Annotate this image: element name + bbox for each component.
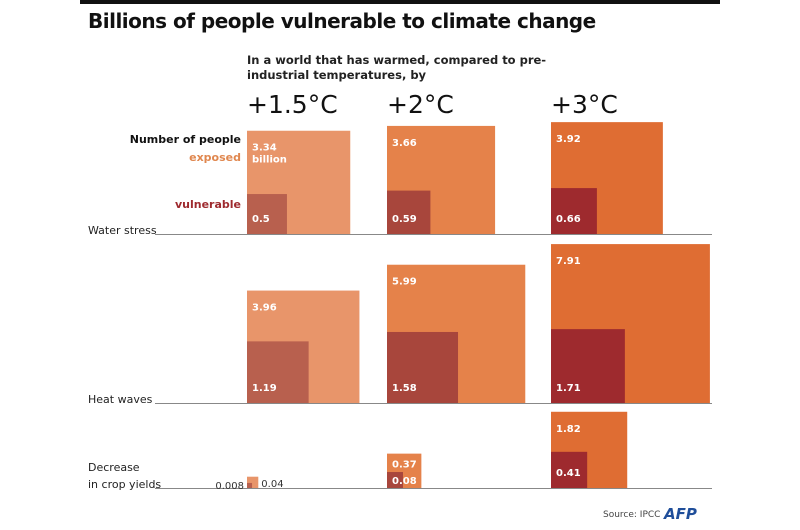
vulnerable-value-label: 1.58 xyxy=(392,383,417,394)
vulnerable-value-label: 1.19 xyxy=(252,383,277,394)
vulnerable-value-label: 0.41 xyxy=(556,468,581,479)
vulnerable-square xyxy=(551,329,625,403)
top-rule xyxy=(80,0,720,4)
vulnerable-square xyxy=(247,482,253,488)
vulnerable-value-label: 0.08 xyxy=(392,476,417,487)
vulnerable-value-label: 0.008 xyxy=(215,481,244,492)
legend-header: Number of people xyxy=(130,133,241,146)
afp-logo: AFP xyxy=(664,505,697,523)
column-header: +1.5°C xyxy=(247,90,338,119)
exposed-value-label: 3.66 xyxy=(392,138,417,149)
exposed-value-label: 5.99 xyxy=(392,277,417,288)
exposed-square xyxy=(247,476,259,488)
unit-label: billion xyxy=(252,155,287,166)
exposed-value-label: 0.37 xyxy=(392,460,417,471)
exposed-value-label: 3.34 xyxy=(252,143,277,154)
vulnerable-square xyxy=(551,451,588,488)
row-label: Decrease xyxy=(88,461,140,474)
column-header: +3°C xyxy=(551,90,618,119)
vulnerable-square xyxy=(387,331,459,403)
row-label: Heat waves xyxy=(88,393,153,406)
exposed-value-label: 0.04 xyxy=(261,479,283,490)
column-header: +2°C xyxy=(387,90,454,119)
vulnerable-square xyxy=(387,190,431,234)
chart-title: Billions of people vulnerable to climate… xyxy=(88,9,596,33)
vulnerable-value-label: 0.5 xyxy=(252,214,270,225)
vulnerable-value-label: 1.71 xyxy=(556,383,581,394)
vulnerable-value-label: 0.59 xyxy=(392,214,417,225)
exposed-value-label: 7.91 xyxy=(556,256,581,267)
vulnerable-square xyxy=(551,188,597,234)
legend-exposed: exposed xyxy=(189,151,241,164)
source-note: Source: IPCC xyxy=(603,510,661,520)
vulnerable-value-label: 0.66 xyxy=(556,214,581,225)
row-label: in crop yields xyxy=(88,478,161,491)
exposed-value-label: 3.96 xyxy=(252,303,277,314)
row-label: Water stress xyxy=(88,224,157,237)
exposed-value-label: 1.82 xyxy=(556,424,581,435)
vulnerable-square xyxy=(387,472,403,488)
exposed-value-label: 3.92 xyxy=(556,134,581,145)
legend-vulnerable: vulnerable xyxy=(175,198,241,211)
chart-subtitle: In a world that has warmed, compared to … xyxy=(247,53,547,82)
vulnerable-square xyxy=(247,194,287,234)
vulnerable-square xyxy=(247,341,309,403)
